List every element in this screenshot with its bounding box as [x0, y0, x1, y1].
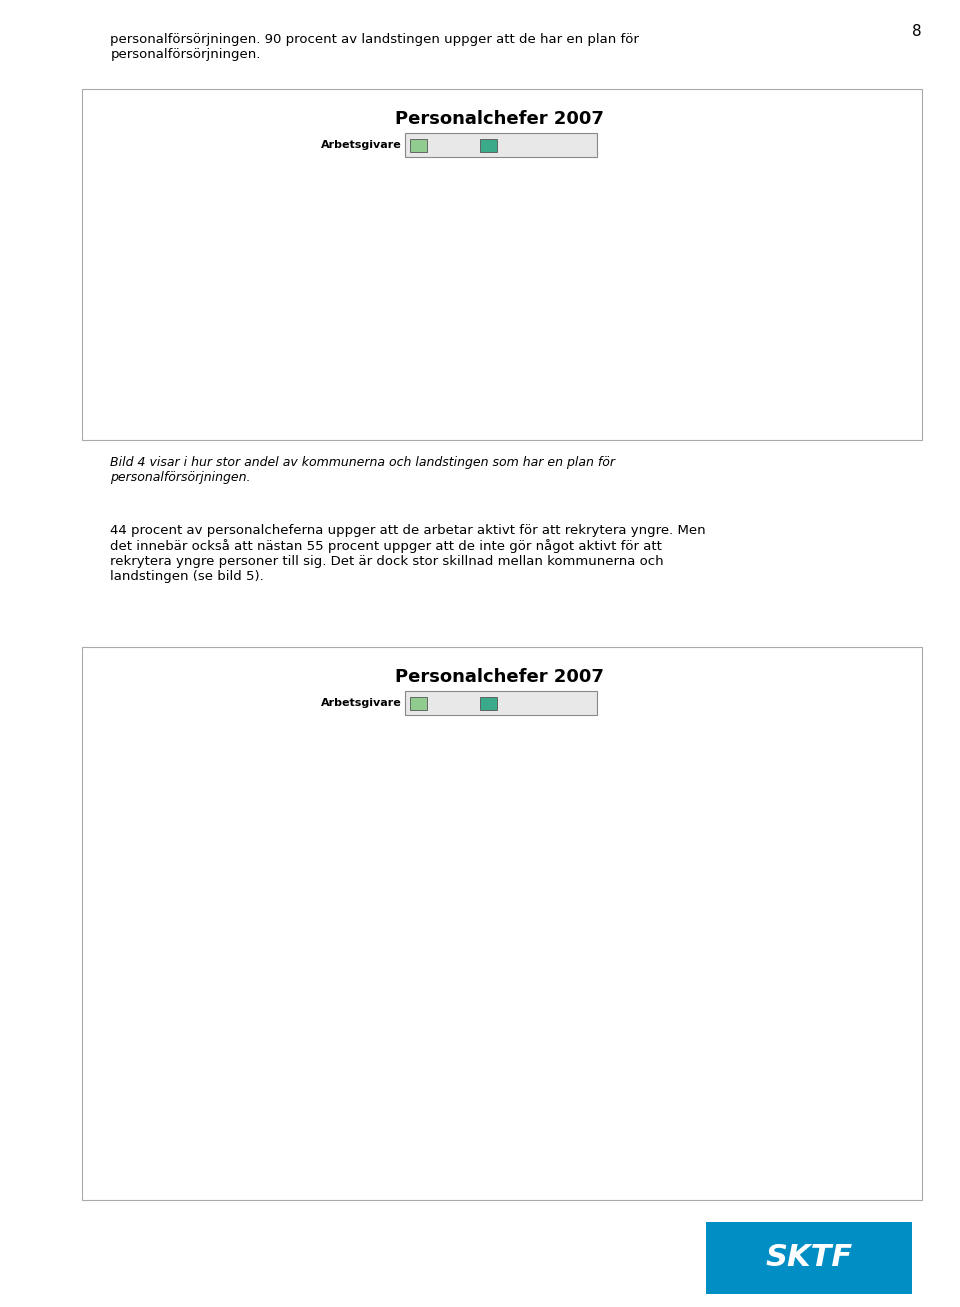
Text: 80.0%: 80.0%	[298, 795, 326, 804]
Text: SKTF: SKTF	[765, 1243, 852, 1273]
Text: 0.4%: 0.4%	[708, 374, 732, 383]
Text: 90.0%: 90.0%	[298, 176, 326, 186]
Text: 44.8%: 44.8%	[459, 276, 487, 285]
Bar	[182, 961, 269, 1145]
Text: 5.0%: 5.0%	[795, 363, 818, 372]
Text: 54.4%: 54.4%	[211, 255, 240, 264]
Text: Landsting: Landsting	[503, 698, 554, 708]
Text: Bild 4 visar i hur stor andel av kommunerna och landstingen som har en plan för
: Bild 4 visar i hur stor andel av kommune…	[110, 456, 615, 484]
Bar	[763, 1124, 850, 1145]
X-axis label: Arbetar aktivt för att rekrytera yngre: Arbetar aktivt för att rekrytera yngre	[400, 1172, 632, 1185]
Bar	[269, 808, 355, 1145]
Bar	[677, 1140, 763, 1145]
Text: 54.8%: 54.8%	[459, 902, 487, 910]
Text: 5.0%: 5.0%	[795, 1111, 818, 1120]
Text: personalförsörjningen. 90 procent av landstingen uppger att de har en plan för
p: personalförsörjningen. 90 procent av lan…	[110, 33, 639, 60]
Bar	[429, 286, 516, 386]
Text: 5.0%: 5.0%	[548, 363, 571, 372]
Bar	[516, 375, 603, 386]
Text: Personalchefer 2007: Personalchefer 2007	[395, 110, 604, 128]
Bar	[763, 375, 850, 386]
Y-axis label: %: %	[102, 263, 113, 276]
X-axis label: Har en strategi för personalförsörjningen: Har en strategi för personalförsörjninge…	[388, 413, 644, 426]
Text: 15.0%: 15.0%	[545, 1069, 574, 1078]
Bar	[269, 187, 355, 386]
Text: Arbetsgivare: Arbetsgivare	[321, 140, 401, 150]
Bar	[429, 914, 516, 1145]
Y-axis label: %: %	[102, 921, 113, 933]
Text: 44 procent av personalcheferna uppger att de arbetar aktivt för att rekrytera yn: 44 procent av personalcheferna uppger at…	[110, 524, 706, 583]
Text: 1.3%: 1.3%	[708, 1127, 732, 1136]
Bar	[182, 265, 269, 386]
Bar	[516, 1082, 603, 1145]
Text: 8: 8	[912, 24, 922, 38]
Text: Arbetsgivare: Arbetsgivare	[321, 698, 401, 708]
Text: 43.5%: 43.5%	[211, 949, 240, 958]
Text: Kommun: Kommun	[433, 698, 479, 708]
Text: Personalchefer 2007: Personalchefer 2007	[395, 668, 604, 686]
Text: Landsting: Landsting	[503, 140, 554, 150]
Text: Kommun: Kommun	[433, 140, 479, 150]
